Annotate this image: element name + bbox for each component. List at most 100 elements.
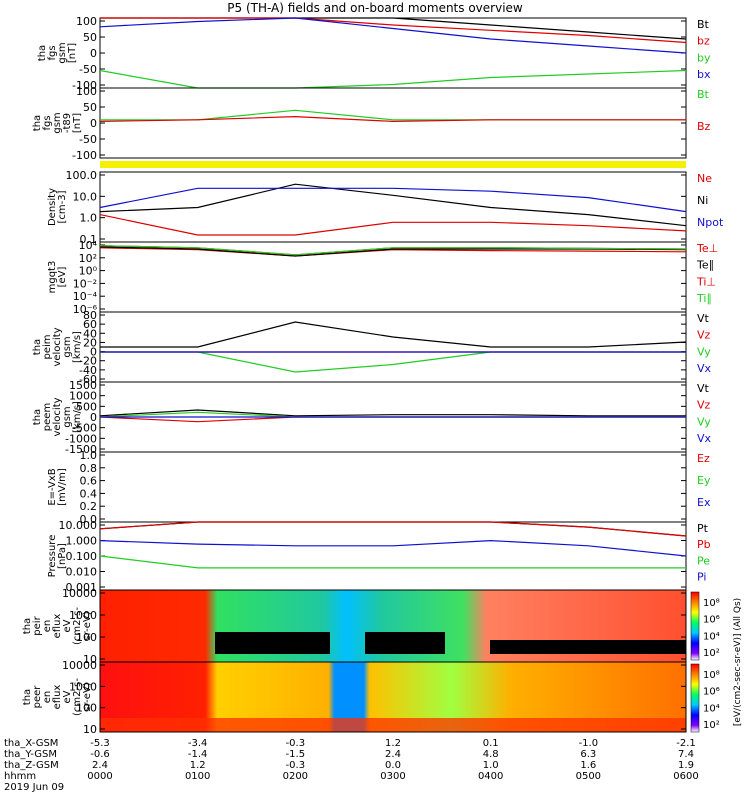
y-tick-label: 10.000 — [59, 519, 98, 532]
y-tick-label: 0.1 — [80, 233, 98, 246]
series-Vy — [100, 351, 686, 373]
y-tick-label: 10⁻² — [73, 277, 97, 290]
y-tick-label: 1500 — [69, 379, 97, 392]
y-tick-label: 0 — [90, 47, 97, 60]
x-tick-label: -1.4 — [188, 749, 208, 760]
x-row-label: tha_X-GSM — [4, 738, 58, 749]
y-axis-label: gsm — [62, 336, 73, 357]
x-tick-label: 1.9 — [678, 760, 694, 771]
x-tick-label: -0.6 — [90, 749, 110, 760]
y-tick-label: 10⁴ — [79, 239, 98, 252]
y-axis-label: [nT] — [67, 43, 78, 63]
date-label: 2019 Jun 09 — [4, 782, 64, 793]
y-tick-label: 0.001 — [66, 581, 98, 594]
y-tick-label: 0 — [90, 346, 97, 359]
legend-entry: Vx — [697, 432, 712, 445]
series-Ne — [99, 214, 687, 236]
legend-entry: Bz — [697, 120, 711, 133]
y-tick-label: 100 — [76, 15, 97, 28]
legend-entry: Vt — [697, 382, 710, 395]
y-tick-label: 60 — [83, 318, 97, 331]
x-tick-label: 6.3 — [580, 749, 596, 760]
series-by — [99, 69, 687, 89]
y-axis-label: fgs — [47, 45, 58, 60]
series-Pe — [99, 555, 686, 569]
y-tick-label: -1000 — [65, 432, 97, 445]
legend-entry: Bt — [697, 18, 710, 31]
y-axis-label: [eV] — [57, 267, 68, 288]
legend-entry: Ni — [697, 194, 708, 207]
legend-entry: Ti∥ — [696, 292, 712, 305]
panel-frame — [99, 451, 687, 523]
y-tick-label: 0.6 — [80, 475, 98, 488]
panel-frame — [99, 241, 687, 313]
panel-pressure: 10.000 1.000 0.100 0.010 0.001 Pressure [nPa] P… — [47, 519, 711, 594]
colorbar-lower — [690, 663, 700, 733]
series-Pb — [99, 521, 687, 537]
colorbar-tick-label: 10⁴ — [703, 631, 720, 642]
y-axis-label: velocity — [52, 397, 63, 436]
ion-spectrogram-lowflux-region-2 — [365, 632, 445, 654]
y-tick-label: 10⁻⁴ — [73, 290, 98, 303]
x-tick-label: 2.4 — [92, 760, 108, 771]
x-tick-label: 1.2 — [190, 760, 206, 771]
x-tick-label: 0600 — [673, 771, 698, 782]
y-tick-label: 1.000 — [66, 535, 98, 548]
series-Bz — [99, 115, 686, 123]
x-tick-label: 7.4 — [678, 749, 694, 760]
y-tick-label: -50 — [79, 63, 97, 76]
x-tick-label: -2.1 — [676, 738, 696, 749]
y-tick-label: 100 — [76, 85, 97, 98]
y-tick-label: 500 — [76, 400, 97, 413]
y-tick-label: 100 — [76, 631, 97, 644]
y-tick-label: -100 — [72, 149, 97, 162]
x-tick-label: 0.1 — [483, 738, 499, 749]
panel-efield: 1.00.80.60.40.20.0 E=-VxB [mV/m] Ez Ey Ex — [47, 449, 711, 526]
panel-frame — [99, 87, 687, 159]
ion-spectrogram-lowflux-region-3 — [490, 640, 686, 654]
x-tick-label: -1.5 — [286, 749, 306, 760]
y-tick-label: 10 — [83, 723, 97, 736]
panel-frame — [99, 661, 687, 733]
y-tick-label: 0.100 — [66, 550, 98, 563]
y-tick-label: -1500 — [65, 443, 97, 456]
legend-entry: bx — [697, 68, 711, 81]
y-tick-label: 10⁻⁶ — [73, 303, 98, 316]
y-tick-label: 1000 — [69, 680, 97, 693]
series-bx — [99, 17, 687, 54]
colorbar-tick-label: 10⁸ — [703, 670, 720, 681]
y-tick-label: 20 — [83, 336, 97, 349]
panel-peer-spec: 10000 1000 100 10 tha peer en eflux eV (cm2-s-sr-… — [22, 659, 687, 736]
y-axis-label: gsm — [62, 406, 73, 427]
y-axis-label: eV — [62, 619, 73, 632]
legend-entry: Ti⊥ — [696, 275, 716, 288]
y-tick-label: 10000 — [62, 659, 97, 672]
y-axis-label: en — [42, 620, 53, 633]
y-tick-label: -500 — [72, 422, 97, 435]
colorbar-tick-label: 10⁴ — [703, 703, 720, 714]
panel-density: 100.0 10.0 1.0 0.1 Density [cm-3] Ne Ni Npot — [47, 169, 724, 246]
x-tick-label: 0.0 — [385, 760, 401, 771]
colorbar-tick-label: 10² — [703, 648, 720, 659]
y-tick-label: -60 — [79, 373, 97, 386]
y-tick-label: 10² — [79, 252, 97, 265]
mode-bar — [100, 161, 686, 168]
y-tick-label: -50 — [79, 133, 97, 146]
y-axis-label: tha — [22, 618, 33, 634]
x-tick-label: 0500 — [576, 771, 601, 782]
y-axis-label: tha — [32, 409, 43, 425]
y-axis-label: [nPa] — [57, 543, 68, 569]
y-axis-label: tha — [37, 45, 48, 61]
x-row-label: tha_Y-GSM — [4, 749, 57, 760]
y-tick-label: 0.010 — [66, 566, 98, 579]
y-tick-label: 100 — [76, 702, 97, 715]
y-tick-label: 50 — [83, 101, 97, 114]
y-axis-label: gsm — [57, 42, 68, 63]
legend-entry: Vy — [697, 415, 711, 428]
y-tick-label: 100.0 — [66, 169, 98, 182]
x-tick-label: 0100 — [185, 771, 210, 782]
